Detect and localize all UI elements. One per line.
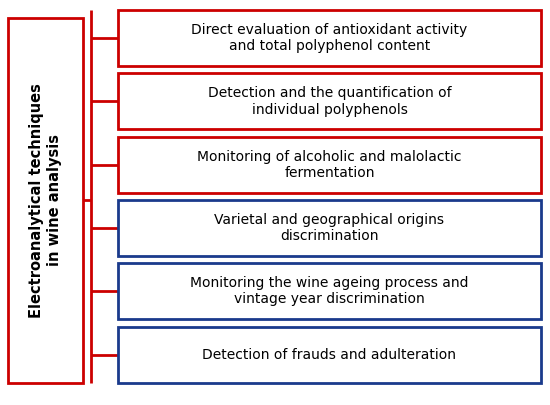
FancyBboxPatch shape xyxy=(118,137,541,193)
Text: Detection and the quantification of
individual polyphenols: Detection and the quantification of indi… xyxy=(208,86,451,117)
Text: Electroanalytical techniques
in wine analysis: Electroanalytical techniques in wine ana… xyxy=(29,83,62,318)
FancyBboxPatch shape xyxy=(8,18,82,383)
FancyBboxPatch shape xyxy=(118,73,541,130)
Text: Direct evaluation of antioxidant activity
and total polyphenol content: Direct evaluation of antioxidant activit… xyxy=(191,23,468,53)
FancyBboxPatch shape xyxy=(118,10,541,66)
Text: Varietal and geographical origins
discrimination: Varietal and geographical origins discri… xyxy=(214,213,444,243)
Text: Detection of frauds and adulteration: Detection of frauds and adulteration xyxy=(202,348,456,362)
Text: Monitoring of alcoholic and malolactic
fermentation: Monitoring of alcoholic and malolactic f… xyxy=(197,150,461,180)
FancyBboxPatch shape xyxy=(118,200,541,256)
FancyBboxPatch shape xyxy=(118,263,541,320)
Text: Monitoring the wine ageing process and
vintage year discrimination: Monitoring the wine ageing process and v… xyxy=(190,276,469,307)
FancyBboxPatch shape xyxy=(118,327,541,383)
